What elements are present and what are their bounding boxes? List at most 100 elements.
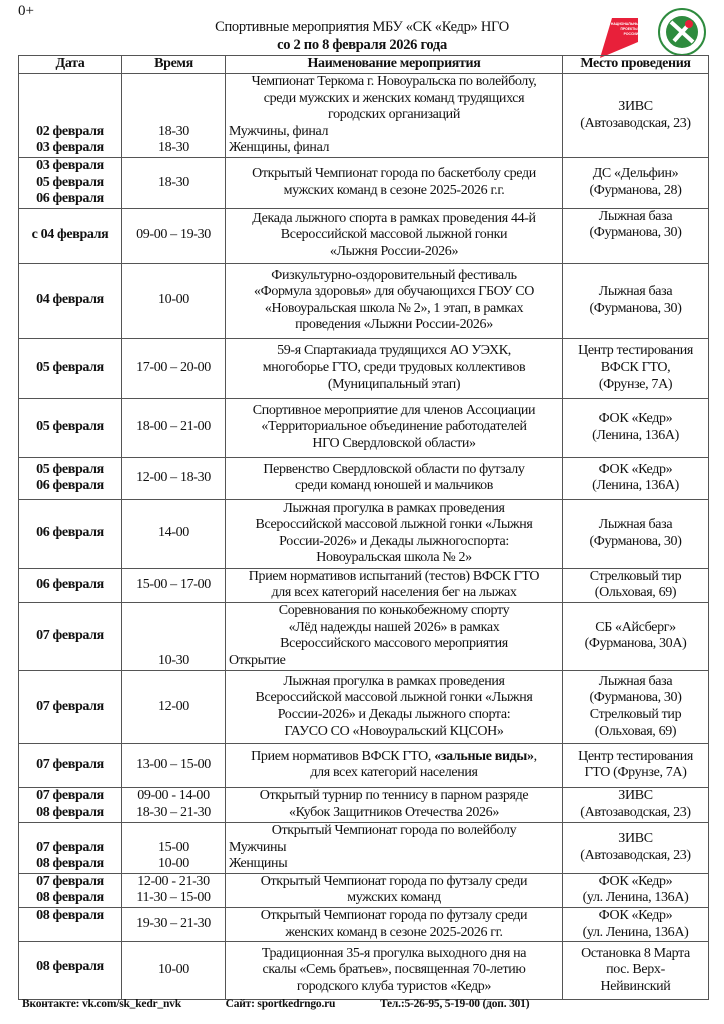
time-line: 18-30 – 21-30 bbox=[136, 804, 211, 820]
time-line: 10-00 bbox=[158, 856, 189, 872]
date-line: 03 февраля bbox=[36, 158, 104, 173]
event-cell: Лыжная прогулка в рамках проведения Всеро… bbox=[225, 498, 563, 569]
date-line: 05 февраля bbox=[36, 419, 104, 435]
place-cell: ФОК «Кедр» (Ленина, 136А) bbox=[562, 456, 709, 500]
event-line: Лыжная прогулка в рамках проведения bbox=[283, 500, 505, 516]
place-line: (Фурманова, 30) bbox=[589, 300, 682, 316]
event-line: «Формула здоровья» для обучающихся ГБОУ … bbox=[253, 284, 535, 300]
date-line: 06 февраля bbox=[36, 191, 104, 207]
date-cell: 05 февраля 06 февраля bbox=[18, 456, 122, 500]
table-row: 08 февраля 10-00 Традиционная 35-я прогулк… bbox=[18, 941, 709, 1001]
date-cell: 07 февраля bbox=[18, 669, 122, 744]
time-cell: 18-30 18-30 bbox=[121, 73, 226, 158]
place-cell: ФОК «Кедр» (ул. Ленина, 136А) bbox=[562, 872, 709, 908]
table-row: 05 февраля 18-00 – 21-00 Спортивное меропр… bbox=[18, 397, 709, 458]
time-line: 18-30 bbox=[158, 174, 189, 190]
event-cell: Соревнования по конькобежному спорту «Лёд… bbox=[225, 601, 563, 671]
time-line: 18-30 bbox=[158, 123, 189, 139]
date-line: 05 февраля bbox=[36, 461, 104, 477]
time-line: 18-30 bbox=[158, 140, 189, 156]
place-cell: ФОК «Кедр» (Ленина, 136А) bbox=[562, 397, 709, 458]
event-cell: Лыжная прогулка в рамках проведения Всеро… bbox=[225, 669, 563, 744]
event-line: Мужчины, финал bbox=[229, 123, 329, 139]
place-cell: Лыжная база (Фурманова, 30) bbox=[562, 207, 709, 264]
place-cell: Центр тестирования ВФСК ГТО, (Фрунзе, 7А) bbox=[562, 337, 709, 399]
date-cell: 08 февраля bbox=[18, 906, 122, 943]
event-line: Спортивное мероприятие для членов Ассоци… bbox=[252, 402, 536, 418]
place-line: Лыжная база bbox=[598, 284, 673, 300]
event-line: Женщины, финал bbox=[229, 140, 330, 156]
place-cell: Лыжная база (Фурманова, 30) Стрелковый тир… bbox=[562, 669, 709, 744]
date-line: 08 февраля bbox=[36, 958, 104, 974]
event-cell: Прием нормативов ВФСК ГТО, «зальные виды… bbox=[225, 742, 563, 788]
event-line: Лыжная прогулка в рамках проведения bbox=[283, 673, 505, 689]
text: Прием нормативов ВФСК ГТО, bbox=[251, 748, 435, 764]
date-cell: 07 февраля bbox=[18, 601, 122, 671]
event-line: для всех категорий населения бег на лыжа… bbox=[271, 585, 517, 601]
table-header-row: Дата Время Наименование мероприятия Мест… bbox=[18, 55, 709, 74]
place-cell: Лыжная база (Фурманова, 30) bbox=[562, 498, 709, 569]
event-line: Новоуральская школа № 2» bbox=[316, 550, 472, 566]
event-line: «Лёд надежды нашей 2026» в рамках bbox=[288, 619, 500, 635]
event-line: Открытый Чемпионат города по волейболу bbox=[271, 822, 517, 838]
place-line: (Автозаводская, 23) bbox=[580, 804, 691, 820]
place-line: ФОК «Кедр» bbox=[598, 907, 673, 923]
place-line: ФОК «Кедр» bbox=[598, 411, 673, 427]
time-line: 14-00 bbox=[158, 525, 189, 541]
table-row: 06 февраля 14-00 Лыжная прогулка в рамках … bbox=[18, 498, 709, 569]
age-rating: 0+ bbox=[18, 3, 34, 19]
event-line: Всероссийской массовой лыжной гонки «Лыж… bbox=[255, 690, 533, 706]
table-row: 05 февраля 06 февраля 12-00 – 18-30 Первенс… bbox=[18, 456, 709, 500]
place-line: пос. Верх- bbox=[606, 962, 665, 978]
date-line: 07 февраля bbox=[36, 873, 104, 889]
event-line: проведения «Лыжни России-2026» bbox=[295, 317, 493, 333]
time-line: 15-00 – 17-00 bbox=[136, 577, 211, 593]
event-line: Открытый Чемпионат города по баскетболу … bbox=[252, 166, 536, 182]
place-line: Центр тестирования bbox=[578, 343, 693, 359]
time-cell: 09-00 - 14-00 18-30 – 21-30 bbox=[121, 786, 226, 823]
event-line: среди команд юношей и мальчиков bbox=[295, 478, 493, 494]
svg-text:НАЦИОНАЛЬНЫЕ: НАЦИОНАЛЬНЫЕ bbox=[611, 22, 642, 26]
date-cell: 02 февраля 03 февраля bbox=[18, 73, 122, 158]
time-cell: 13-00 – 15-00 bbox=[121, 742, 226, 788]
place-line: Лыжная база bbox=[598, 517, 673, 533]
time-line: 17-00 – 20-00 bbox=[136, 359, 211, 375]
event-line: Женщины bbox=[229, 856, 288, 872]
table-row: 07 февраля 08 февраля 12-00 - 21-30 11-30 –… bbox=[18, 872, 709, 908]
place-line: Стрелковый тир bbox=[589, 706, 682, 722]
event-line: Декада лыжного спорта в рамках проведени… bbox=[252, 210, 536, 226]
place-cell: ЗИВС (Автозаводская, 23) bbox=[562, 73, 709, 158]
table-row: 07 февраля 10-30 Соревнования по конькобеж… bbox=[18, 601, 709, 671]
header-date: Дата bbox=[18, 55, 122, 74]
place-line: Центр тестирования bbox=[578, 748, 693, 764]
table-row: 04 февраля 10-00 Физкультурно-оздоровитель… bbox=[18, 262, 709, 339]
time-line: 10-30 bbox=[158, 653, 189, 669]
event-line: для всех категорий населения bbox=[310, 765, 478, 781]
place-line: (Ольховая, 69) bbox=[594, 723, 677, 739]
document-subtitle: со 2 по 8 февраля 2026 года bbox=[277, 37, 447, 53]
event-line: Соревнования по конькобежному спорту bbox=[278, 603, 510, 619]
time-cell: 15-00 – 17-00 bbox=[121, 567, 226, 603]
event-cell: Чемпионат Теркома г. Новоуральска по вол… bbox=[225, 73, 563, 158]
date-cell: 07 февраля bbox=[18, 742, 122, 788]
date-cell: 07 февраля 08 февраля bbox=[18, 786, 122, 823]
time-line: 11-30 – 15-00 bbox=[136, 890, 211, 906]
place-line: ЗИВС bbox=[618, 98, 653, 114]
event-cell: Спортивное мероприятие для членов Ассоци… bbox=[225, 397, 563, 458]
svg-text:РОССИИ: РОССИИ bbox=[624, 32, 639, 36]
place-line: (Фурманова, 30) bbox=[589, 533, 682, 549]
place-cell: Лыжная база (Фурманова, 30) bbox=[562, 262, 709, 339]
event-line: ГАУСО СО «Новоуральский КЦСОН» bbox=[284, 723, 504, 739]
table-body: 02 февраля 03 февраля 18-30 18-30 Чемпионат … bbox=[18, 73, 709, 1001]
header-place: Место проведения bbox=[562, 55, 709, 74]
event-line: мужских команд bbox=[347, 890, 441, 906]
place-line: (ул. Ленина, 136А) bbox=[582, 924, 689, 940]
place-line: ДС «Дельфин» bbox=[592, 166, 679, 182]
date-line: 08 февраля bbox=[36, 890, 104, 906]
event-line: «Лыжня России-2026» bbox=[329, 244, 459, 260]
time-cell: 10-00 bbox=[121, 941, 226, 1001]
footer-contacts: Вконтакте: vk.com/sk_kedr_nvk Сайт: spor… bbox=[22, 998, 571, 1010]
time-line: 10-00 bbox=[158, 962, 189, 978]
place-line: (Фурманова, 28) bbox=[589, 182, 682, 198]
date-line: 07 февраля bbox=[36, 628, 104, 644]
